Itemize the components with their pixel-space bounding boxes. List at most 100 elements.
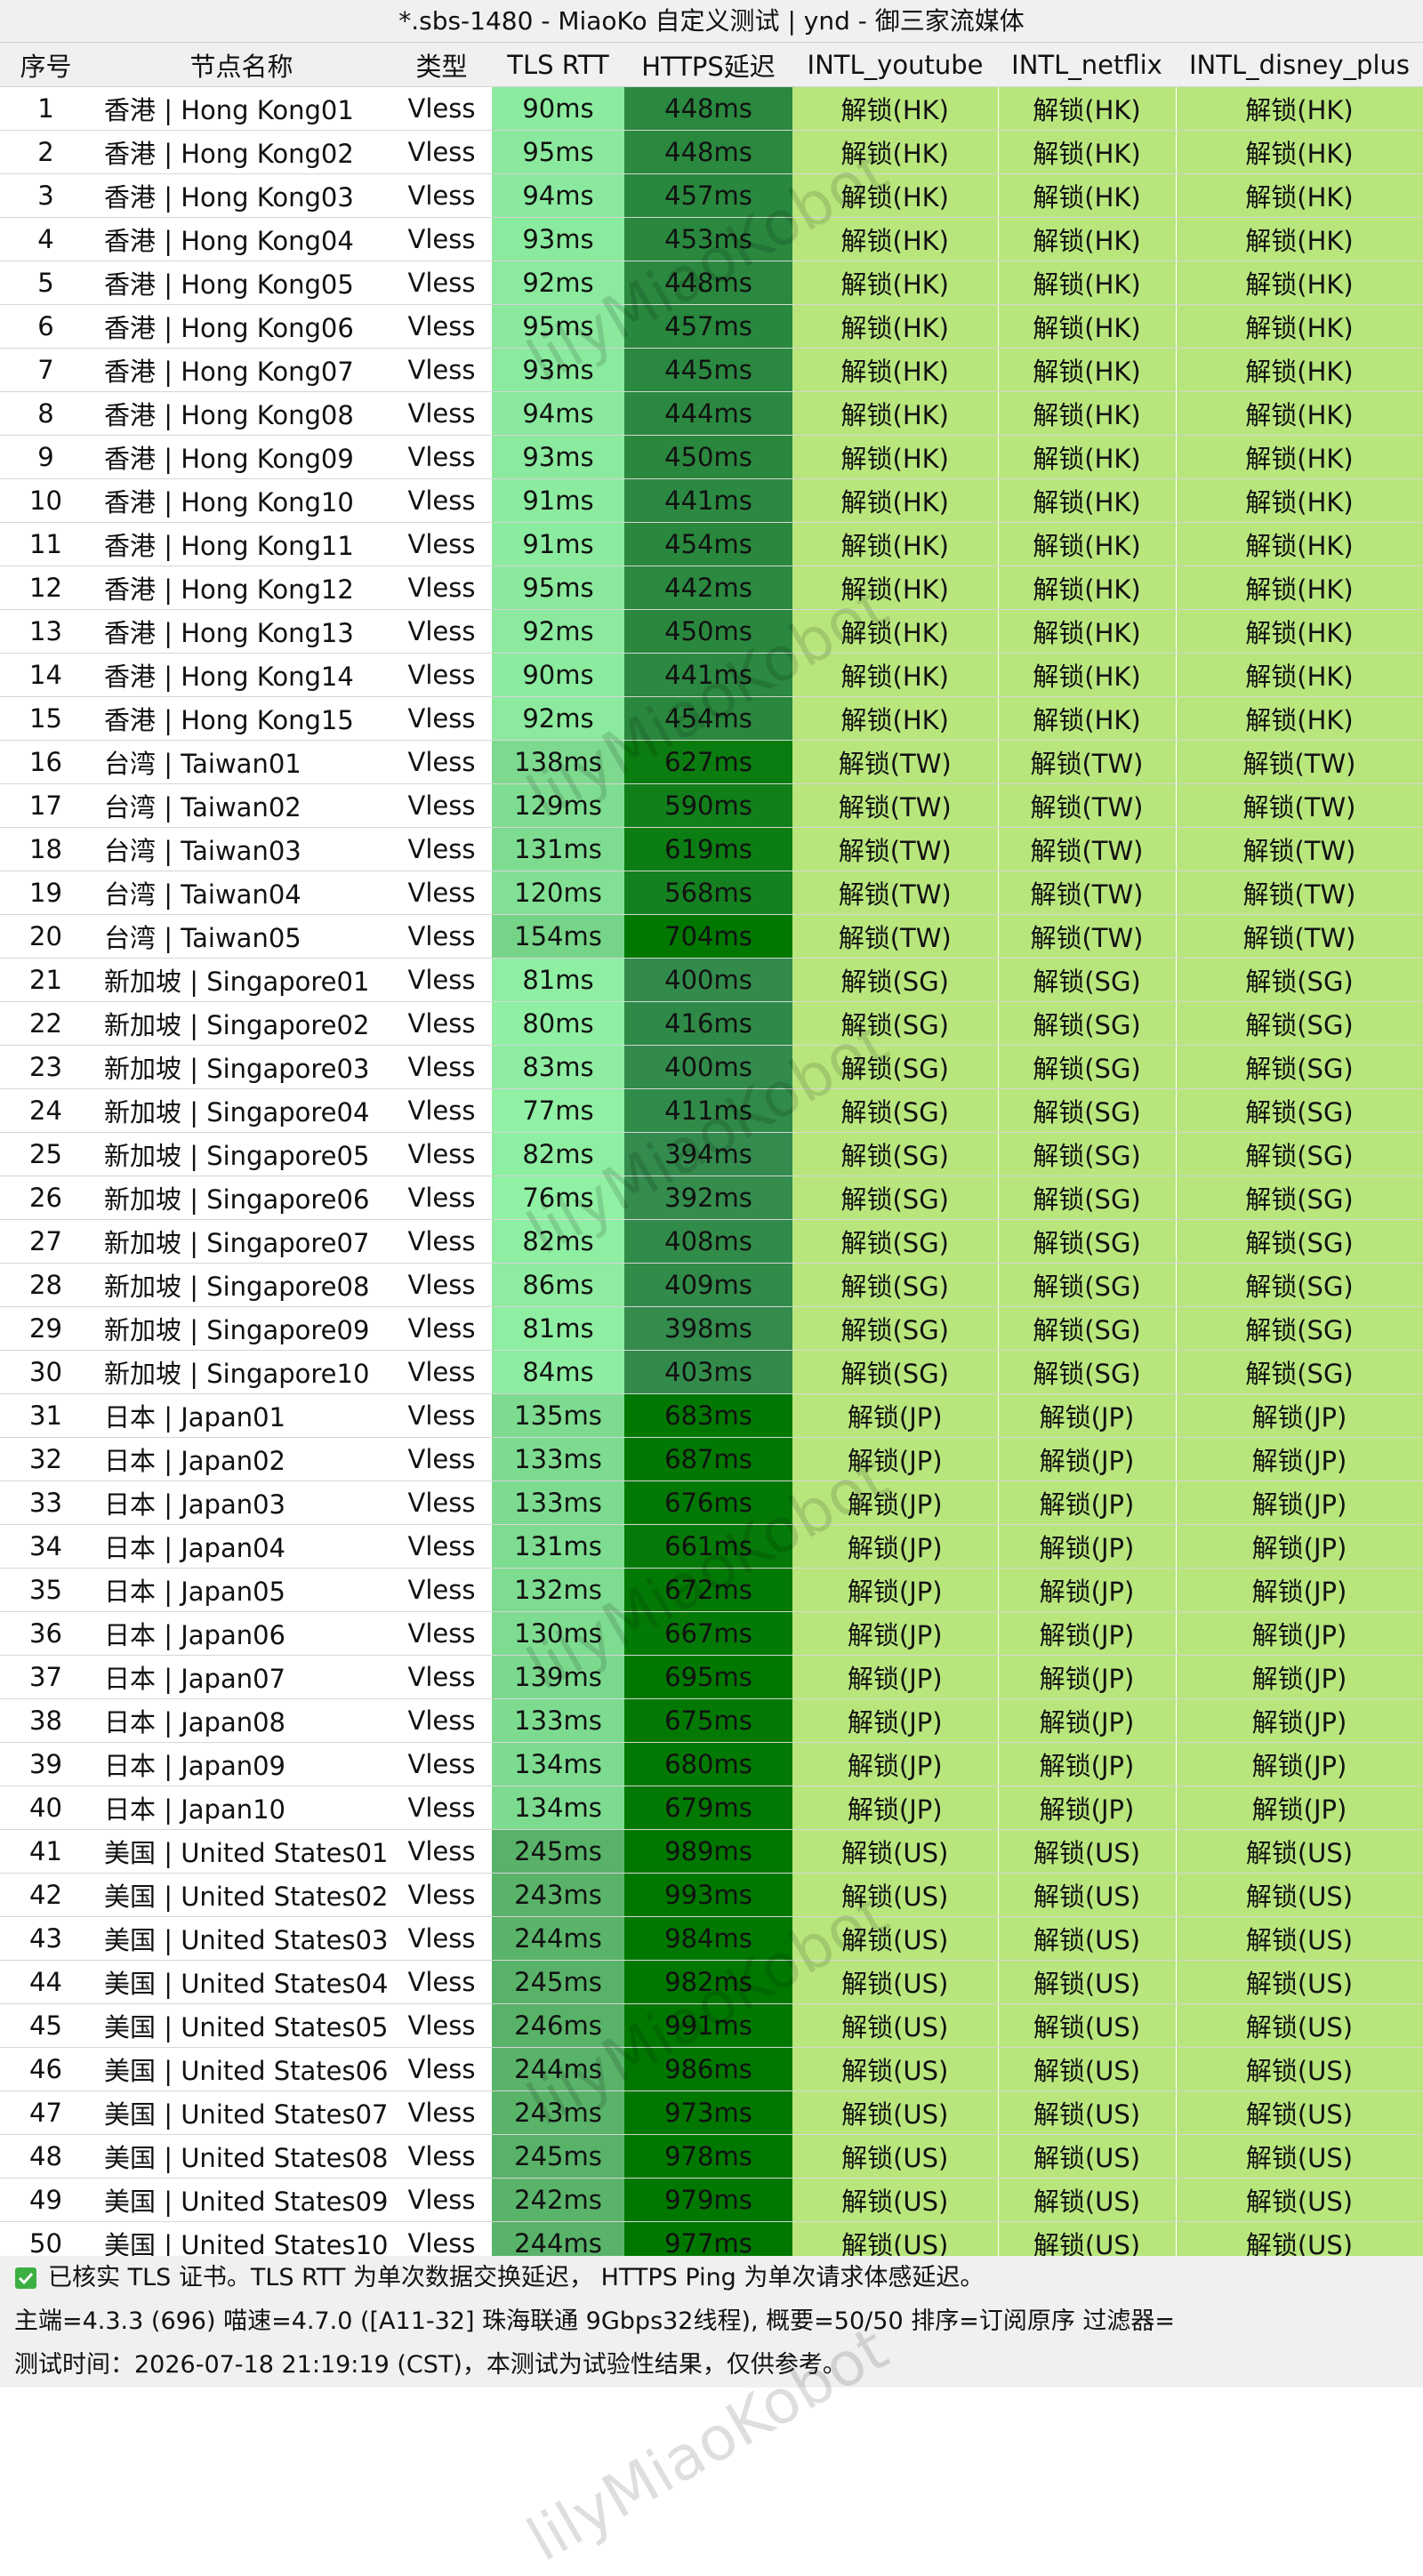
table-cell: 解锁(HK) [998, 696, 1177, 741]
table-row: 1 香港 | Hong Kong01 Vless 90ms 448ms 解锁(HK) 解锁(… [0, 86, 1423, 131]
table-cell: 450ms [624, 609, 792, 654]
table-cell: 解锁(HK) [792, 696, 999, 741]
table-cell: Vless [391, 1916, 492, 1961]
table-cell: 245ms [492, 1829, 624, 1874]
table-cell: 解锁(TW) [792, 740, 999, 784]
table-cell: 解锁(US) [998, 2047, 1177, 2091]
table-cell: 解锁(HK) [1176, 566, 1423, 610]
table-cell: 解锁(HK) [792, 130, 999, 174]
table-cell: 解锁(US) [1176, 1829, 1423, 1874]
table-cell: 986ms [624, 2047, 792, 2091]
table-cell: 解锁(SG) [792, 1045, 999, 1089]
footer-line: 主端=4.3.3 (696) 喵速=4.7.0 ([A11-32] 珠海联通 9… [0, 2299, 1423, 2343]
table-cell: 400ms [624, 1045, 792, 1089]
table-cell: 24 [0, 1088, 92, 1133]
table-cell: 解锁(US) [792, 1960, 999, 2004]
table-cell: 13 [0, 609, 92, 654]
table-cell: 香港 | Hong Kong12 [92, 566, 391, 610]
table-cell: 香港 | Hong Kong11 [92, 522, 391, 566]
table-cell: 日本 | Japan08 [92, 1698, 391, 1743]
table-cell: Vless [391, 435, 492, 479]
table-cell: 457ms [624, 304, 792, 349]
table-cell: 台湾 | Taiwan02 [92, 783, 391, 828]
table-cell: 解锁(US) [792, 2090, 999, 2135]
table-cell: 解锁(US) [792, 1829, 999, 1874]
table-cell: 392ms [624, 1176, 792, 1220]
table-cell: 解锁(JP) [998, 1786, 1177, 1830]
table-cell: 解锁(SG) [792, 1219, 999, 1264]
table-cell: 解锁(US) [998, 2003, 1177, 2048]
table-row: 25 新加坡 | Singapore05 Vless 82ms 394ms 解锁(SG) 解… [0, 1132, 1423, 1176]
table-cell: 48 [0, 2134, 92, 2179]
table-row: 15 香港 | Hong Kong15 Vless 92ms 454ms 解锁(HK) 解锁… [0, 696, 1423, 741]
table-cell: 解锁(HK) [1176, 86, 1423, 131]
result-table: 序号 节点名称 类型 TLS RTT HTTPS延迟 INTL_youtube INTL_n… [0, 43, 1423, 2266]
table-cell: 解锁(HK) [998, 173, 1177, 218]
table-cell: 19 [0, 871, 92, 915]
table-cell: 解锁(JP) [1176, 1481, 1423, 1525]
table-cell: 解锁(SG) [1176, 1263, 1423, 1307]
table-cell: 661ms [624, 1524, 792, 1569]
table-cell: 解锁(US) [1176, 2090, 1423, 2135]
table-cell: 30 [0, 1350, 92, 1394]
table-cell: Vless [391, 1568, 492, 1612]
table-cell: 解锁(JP) [1176, 1742, 1423, 1786]
table-row: 13 香港 | Hong Kong13 Vless 92ms 450ms 解锁(HK) 解锁… [0, 609, 1423, 654]
table-cell: 679ms [624, 1786, 792, 1830]
table-row: 49 美国 | United States09 Vless 242ms 979ms 解锁(… [0, 2178, 1423, 2222]
table-cell: 解锁(SG) [998, 1350, 1177, 1394]
table-cell: 680ms [624, 1742, 792, 1786]
table-cell: 解锁(HK) [792, 391, 999, 436]
header-row: 序号 节点名称 类型 TLS RTT HTTPS延迟 INTL_youtube INTL_n… [0, 43, 1423, 87]
table-cell: 解锁(JP) [792, 1568, 999, 1612]
table-cell: 9 [0, 435, 92, 479]
table-cell: 83ms [492, 1045, 624, 1089]
table-cell: 解锁(HK) [1176, 130, 1423, 174]
footer-text: 测试时间：2026-07-18 21:19:19 (CST)，本测试为试验性结果… [14, 2351, 847, 2379]
table-cell: Vless [391, 783, 492, 828]
table-cell: 解锁(TW) [998, 871, 1177, 915]
table-cell: 解锁(US) [998, 1960, 1177, 2004]
table-cell: 解锁(US) [792, 1916, 999, 1961]
table-cell: 解锁(US) [998, 1916, 1177, 1961]
table-cell: Vless [391, 1263, 492, 1307]
table-cell: Vless [391, 217, 492, 261]
table-cell: 解锁(JP) [998, 1481, 1177, 1525]
table-row: 22 新加坡 | Singapore02 Vless 80ms 416ms 解锁(SG) 解… [0, 1001, 1423, 1046]
table-cell: 香港 | Hong Kong10 [92, 478, 391, 523]
table-row: 18 台湾 | Taiwan03 Vless 131ms 619ms 解锁(TW) 解锁(T… [0, 827, 1423, 871]
table-cell: 解锁(JP) [792, 1481, 999, 1525]
table-cell: 解锁(TW) [792, 783, 999, 828]
table-cell: 133ms [492, 1437, 624, 1481]
table-row: 14 香港 | Hong Kong14 Vless 90ms 441ms 解锁(HK) 解锁… [0, 653, 1423, 697]
table-cell: 25 [0, 1132, 92, 1176]
table-cell: 704ms [624, 914, 792, 959]
table-cell: 解锁(HK) [792, 566, 999, 610]
table-cell: 42 [0, 1873, 92, 1917]
table-row: 2 香港 | Hong Kong02 Vless 95ms 448ms 解锁(HK) 解锁(… [0, 130, 1423, 174]
table-cell: Vless [391, 958, 492, 1002]
table-cell: Vless [391, 609, 492, 654]
table-cell: 29 [0, 1306, 92, 1351]
table-cell: 26 [0, 1176, 92, 1220]
table-cell: 解锁(SG) [1176, 1088, 1423, 1133]
table-cell: 解锁(HK) [998, 609, 1177, 654]
table-row: 34 日本 | Japan04 Vless 131ms 661ms 解锁(JP) 解锁(JP… [0, 1524, 1423, 1569]
table-cell: Vless [391, 1873, 492, 1917]
table-cell: Vless [391, 304, 492, 349]
table-cell: 416ms [624, 1001, 792, 1046]
table-cell: 解锁(JP) [1176, 1611, 1423, 1656]
table-cell: 解锁(HK) [1176, 435, 1423, 479]
table-cell: 新加坡 | Singapore05 [92, 1132, 391, 1176]
table-cell: 新加坡 | Singapore02 [92, 1001, 391, 1046]
table-row: 3 香港 | Hong Kong03 Vless 94ms 457ms 解锁(HK) 解锁(… [0, 173, 1423, 218]
table-cell: 香港 | Hong Kong02 [92, 130, 391, 174]
table-cell: 解锁(HK) [998, 348, 1177, 392]
table-row: 17 台湾 | Taiwan02 Vless 129ms 590ms 解锁(TW) 解锁(T… [0, 783, 1423, 828]
table-row: 5 香港 | Hong Kong05 Vless 92ms 448ms 解锁(HK) 解锁(… [0, 261, 1423, 305]
table-cell: 解锁(SG) [1176, 1350, 1423, 1394]
table-cell: 14 [0, 653, 92, 697]
table-cell: 解锁(SG) [998, 958, 1177, 1002]
table-cell: 解锁(TW) [998, 783, 1177, 828]
